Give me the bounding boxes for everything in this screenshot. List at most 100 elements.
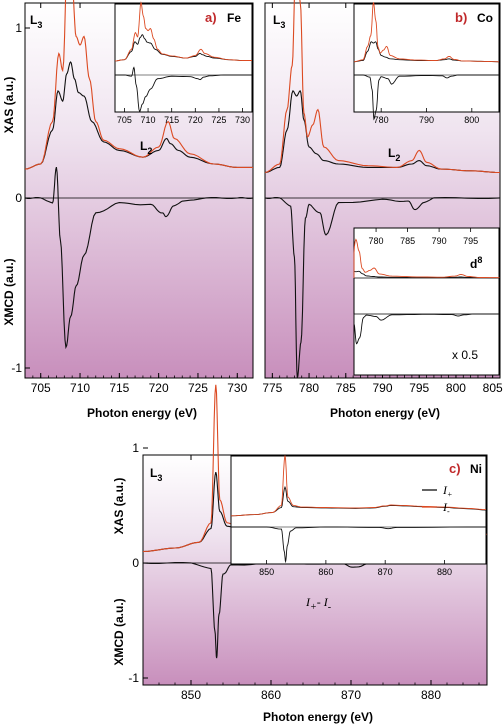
- inset-x-tick-label: 725: [211, 115, 226, 125]
- inset-x-tick-label: 710: [141, 115, 156, 125]
- x-tick-label: 705: [31, 381, 51, 395]
- co-L2-label: L2: [388, 146, 400, 163]
- d8-x-tick-label: 780: [369, 236, 384, 246]
- panel-fe-series: [24, 0, 254, 350]
- inset-x-tick-label: 720: [188, 115, 203, 125]
- inset-x-tick-label: 705: [117, 115, 132, 125]
- x-tick-label: 715: [109, 381, 129, 395]
- x-tick-label: 880: [421, 688, 441, 702]
- d8-series-2: [353, 313, 499, 345]
- co-L3-label: L3: [273, 13, 285, 30]
- panel-co-series: [264, 0, 501, 379]
- y-tick-label: -1: [11, 361, 22, 375]
- inset-x-tick-label: 860: [318, 567, 333, 577]
- fe-inset-axis: 705 710 715 720 725 730: [117, 108, 250, 125]
- inset-x-tick-label: 715: [164, 115, 179, 125]
- x-tick-label: 850: [181, 688, 201, 702]
- fe-L3-label: L3: [30, 13, 42, 30]
- co-inset-series: [353, 2, 500, 121]
- series-i-plus: [264, 90, 501, 174]
- x-tick-label: 780: [299, 381, 319, 395]
- ni-ylabel-xas: XAS (a.u.): [112, 478, 126, 535]
- inset-series-2: [231, 526, 486, 564]
- legend-minus-label: I-: [442, 500, 450, 516]
- fe-element-label: Fe: [227, 11, 241, 25]
- inset-series-2: [354, 74, 499, 121]
- x-tick-label: 870: [341, 688, 361, 702]
- x-tick-label: 860: [261, 688, 281, 702]
- panel-co: 775 780 785 790 795 800 805 L3 L2 780 790 800 b)…: [262, 0, 503, 395]
- co-d8-scale-note: x 0.5: [452, 348, 478, 362]
- series-i-plus: [24, 61, 253, 170]
- inset-series-0: [353, 41, 500, 63]
- ni-inset-axis: 850 860 870 880: [259, 560, 452, 577]
- series-difference: [24, 166, 254, 350]
- ni-legend: I+ I-: [422, 483, 452, 516]
- inset-x-tick-label: 870: [378, 567, 393, 577]
- series-i-minus: [264, 0, 501, 174]
- panel-fe: 705 710 715 720 725 730 0 1 -1 L3 L2 705 710 715 72…: [11, 0, 254, 395]
- x-tick-label: 785: [336, 381, 356, 395]
- inset-series-1: [114, 1, 252, 62]
- inset-x-tick-label: 790: [419, 115, 434, 125]
- x-tick-label: 710: [70, 381, 90, 395]
- panel-ni-axis: 850 860 870 880 0 1 -1: [128, 441, 480, 702]
- fe-L2-label: L2: [140, 139, 152, 156]
- co-d8-axis: 780 785 790 795: [369, 228, 478, 246]
- d8-x-tick-label: 795: [463, 236, 478, 246]
- ni-xlabel: Photon energy (eV): [263, 710, 373, 724]
- inset-x-tick-label: 880: [437, 567, 452, 577]
- fe-panel-letter: a): [205, 10, 217, 25]
- ni-panel-letter: c): [449, 461, 461, 476]
- fe-ylabel-xmcd: XMCD (a.u.): [2, 258, 16, 325]
- d8-x-tick-label: 790: [432, 236, 447, 246]
- fe-inset: 705 710 715 720 725 730: [114, 1, 253, 125]
- d8-x-tick-label: 785: [400, 236, 415, 246]
- x-tick-label: 725: [188, 381, 208, 395]
- y-tick-label: 1: [15, 21, 22, 35]
- panel-fe-axis: 705 710 715 720 725 730 0 1 -1: [11, 3, 254, 395]
- ni-difference-label: I+- I-: [305, 595, 331, 613]
- panel-co-axis: 775 780 785 790 795 800 805: [262, 3, 503, 395]
- series-i-minus: [24, 0, 253, 170]
- inset-series-1: [353, 2, 500, 63]
- inset-series-0: [114, 34, 252, 62]
- co-inset-axis: 780 790 800: [374, 108, 479, 125]
- inset-series-2: [115, 66, 252, 113]
- y-tick-label: -1: [128, 671, 139, 685]
- inset-x-tick-label: 800: [464, 115, 479, 125]
- co-d8-label: d8: [470, 255, 482, 271]
- co-xlabel: Photon energy (eV): [330, 406, 440, 420]
- x-tick-label: 730: [227, 381, 247, 395]
- y-tick-label: 0: [132, 556, 139, 570]
- co-d8-inset: 780 785 790 795 d8 x 0.5: [353, 227, 500, 376]
- series-difference: [264, 196, 501, 379]
- x-tick-label: 805: [483, 381, 503, 395]
- inset-x-tick-label: 730: [235, 115, 250, 125]
- y-tick-label: 1: [132, 441, 139, 455]
- inset-x-tick-label: 850: [259, 567, 274, 577]
- co-d8-series: [353, 238, 500, 345]
- y-tick-label: 0: [15, 191, 22, 205]
- co-panel-letter: b): [455, 10, 467, 25]
- series-difference: [142, 561, 488, 659]
- x-tick-label: 790: [372, 381, 392, 395]
- ni-ylabel-xmcd: XMCD (a.u.): [112, 598, 126, 665]
- ni-L3-label: L3: [150, 466, 162, 483]
- co-inset: 780 790 800: [353, 2, 500, 125]
- co-element-label: Co: [477, 11, 493, 25]
- x-tick-label: 800: [446, 381, 466, 395]
- ni-inset: 850 860 870 880: [230, 455, 487, 577]
- x-tick-label: 795: [409, 381, 429, 395]
- x-tick-label: 775: [262, 381, 282, 395]
- fe-xlabel: Photon energy (eV): [87, 406, 197, 420]
- x-tick-label: 720: [149, 381, 169, 395]
- fe-inset-series: [114, 1, 252, 113]
- panel-ni-frame: [142, 454, 488, 686]
- d8-series-1: [353, 238, 500, 279]
- fe-ylabel-xas: XAS (a.u.): [2, 77, 16, 134]
- legend-plus-label: I+: [442, 483, 452, 499]
- inset-x-tick-label: 780: [374, 115, 389, 125]
